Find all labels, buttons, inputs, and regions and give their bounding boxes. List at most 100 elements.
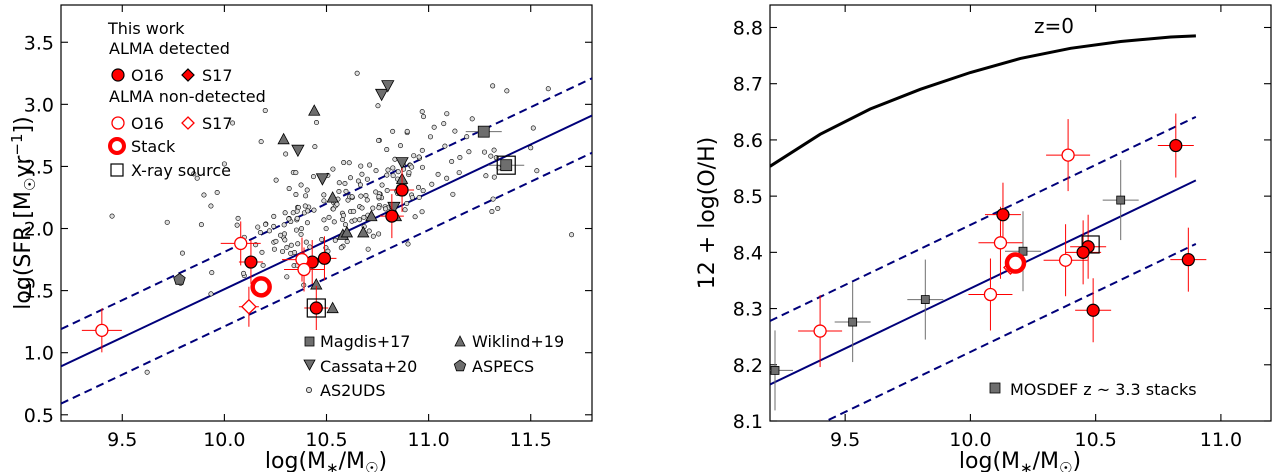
as2uds-point xyxy=(191,171,197,177)
as2uds-point xyxy=(490,83,496,89)
y-tick-label: 1.0 xyxy=(24,343,54,365)
as2uds-point xyxy=(357,217,363,223)
as2uds-point xyxy=(435,171,441,177)
cassata-point xyxy=(291,144,305,158)
x-tick-label: 10.5 xyxy=(1074,429,1116,451)
left-main-sequence xyxy=(61,77,592,405)
as2uds-point xyxy=(336,189,342,195)
left-y-axis-label: log(SFR [M☉yr−1]) xyxy=(8,116,39,309)
main-sequence-offset-line xyxy=(61,77,592,331)
as2uds-point xyxy=(241,270,247,276)
as2uds-point xyxy=(282,237,288,243)
o16-nondetected-point xyxy=(983,287,998,302)
as2uds-point xyxy=(271,223,277,229)
as2uds-point xyxy=(331,219,337,225)
right-relations xyxy=(770,34,1197,421)
x-tick-label: 11.5 xyxy=(510,429,552,451)
as2uds-point xyxy=(444,111,450,117)
left-axis-ticks: 9.5 10.0 10.5 11.0 11.5 0.5 1.0 1.5 2.0 2.5 3.0 3.5 xyxy=(24,5,592,451)
y-tick-label: 8.8 xyxy=(733,17,763,39)
as2uds-point xyxy=(179,250,185,256)
as2uds-point xyxy=(286,216,292,222)
legend-wiklind-marker xyxy=(454,335,466,347)
as2uds-point xyxy=(482,149,488,155)
as2uds-point xyxy=(416,195,422,201)
o16-nondetected-point xyxy=(813,324,827,338)
as2uds-point xyxy=(198,222,204,228)
mzr-offset-line xyxy=(823,243,1197,421)
as2uds-point xyxy=(234,222,240,228)
as2uds-point xyxy=(364,197,370,203)
as2uds-point xyxy=(412,214,418,220)
as2uds-point xyxy=(534,168,540,174)
as2uds-point xyxy=(569,232,575,238)
as2uds-point xyxy=(397,143,403,149)
o16-detected-point xyxy=(317,251,332,265)
legend-stack-marker xyxy=(108,137,126,155)
y-tick-label: 8.6 xyxy=(733,130,763,152)
as2uds-point xyxy=(288,250,294,256)
as2uds-point xyxy=(221,161,227,167)
as2uds-point xyxy=(450,191,456,197)
as2uds-point xyxy=(367,162,373,168)
as2uds-point xyxy=(444,175,450,181)
xray-source-box xyxy=(496,155,516,175)
x-tick-label: 10.0 xyxy=(949,429,991,451)
as2uds-point xyxy=(273,177,279,183)
mosdef-point xyxy=(848,317,858,327)
wiklind-point xyxy=(357,225,370,238)
y-tick-label: 8.7 xyxy=(733,74,763,96)
mosdef-point xyxy=(920,295,930,304)
stack-point xyxy=(250,276,272,298)
left-legend-bottom: Magdis+17 Wiklind+19 Cassata+20 ASPECS A… xyxy=(303,332,564,400)
as2uds-point xyxy=(402,207,408,213)
left-x-axis-label: log(M∗/M☉) xyxy=(265,449,387,472)
as2uds-point xyxy=(280,248,286,254)
as2uds-point xyxy=(293,227,299,233)
as2uds-point xyxy=(295,241,301,247)
y-tick-label: 8.5 xyxy=(733,186,763,208)
as2uds-point xyxy=(409,195,415,201)
as2uds-point xyxy=(406,170,412,176)
as2uds-point xyxy=(284,244,290,250)
as2uds-point xyxy=(421,114,427,120)
as2uds-point xyxy=(469,116,475,122)
as2uds-point xyxy=(358,163,364,169)
as2uds-point xyxy=(336,180,342,186)
magdis-point xyxy=(477,125,490,138)
as2uds-point xyxy=(214,189,220,195)
legend-mosdef-marker xyxy=(989,382,1001,394)
as2uds-point xyxy=(370,205,376,211)
as2uds-point xyxy=(263,221,269,227)
legend-cassata-marker xyxy=(303,359,316,371)
as2uds-point xyxy=(449,158,455,164)
legend-stack-label: Stack xyxy=(131,137,176,156)
legend-s17-nondetected-marker xyxy=(181,116,195,130)
as2uds-point xyxy=(342,181,348,187)
as2uds-point xyxy=(260,262,266,268)
as2uds-point xyxy=(359,205,365,211)
as2uds-point xyxy=(404,128,410,134)
as2uds-point xyxy=(334,201,340,207)
o16-detected-point xyxy=(1181,253,1195,267)
legend-aspecs-marker xyxy=(453,359,467,372)
mzr-offset-line xyxy=(770,115,1197,322)
as2uds-point xyxy=(416,184,422,190)
y-tick-label: 2.5 xyxy=(24,156,54,178)
as2uds-point xyxy=(271,246,277,252)
as2uds-point xyxy=(359,171,365,177)
as2uds-point xyxy=(312,144,318,150)
legend-o16-detected-marker xyxy=(111,68,125,82)
z0-relation-curve xyxy=(770,34,1196,168)
right-legend: MOSDEF z ~ 3.3 stacks xyxy=(989,380,1197,399)
as2uds-point xyxy=(384,147,390,153)
o16-detected-point xyxy=(309,301,323,315)
y-tick-label: 8.4 xyxy=(733,242,763,264)
as2uds-point xyxy=(373,189,379,195)
right-panel: 9.5 10.0 10.5 11.08.18.28.38.48.58.68.78.8 … xyxy=(695,4,1272,472)
as2uds-point xyxy=(294,215,300,221)
stack-point xyxy=(1004,252,1027,274)
as2uds-point xyxy=(545,86,551,92)
as2uds-point xyxy=(307,244,313,250)
as2uds-point xyxy=(208,291,214,297)
